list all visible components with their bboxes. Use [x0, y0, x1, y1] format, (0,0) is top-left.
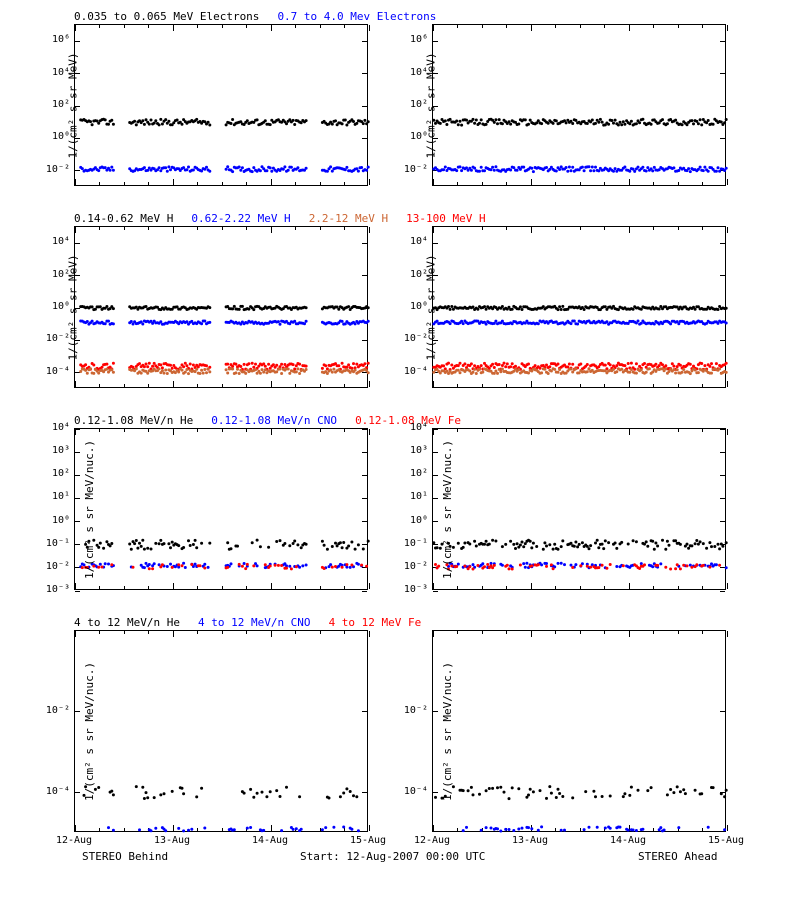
y-tick-label: 10⁻² [398, 164, 428, 175]
y-tick-label: 10³ [398, 445, 428, 456]
panel-0-left [74, 24, 368, 186]
y-tick-label: 10⁻² [398, 333, 428, 344]
figure: 0.035 to 0.065 MeV Electrons 0.7 to 4.0 M… [0, 0, 800, 900]
y-tick-label: 10⁴ [40, 67, 70, 78]
series-title: 0.14-0.62 MeV H [74, 212, 173, 225]
series-title: 0.62-2.22 MeV H [191, 212, 290, 225]
x-tick-label: 12-Aug [407, 835, 457, 846]
y-tick-label: 10⁻⁴ [398, 366, 428, 377]
series-title: 0.12-1.08 MeV/n He [74, 414, 193, 427]
y-tick-label: 10⁻¹ [40, 538, 70, 549]
y-tick-label: 10⁻³ [398, 584, 428, 595]
y-tick-label: 10² [398, 269, 428, 280]
y-tick-label: 10¹ [398, 491, 428, 502]
y-tick-label: 10⁰ [398, 515, 428, 526]
y-axis-label: 1/(cm² s sr MeV/nuc.) [441, 662, 454, 801]
y-tick-label: 10⁰ [398, 131, 428, 142]
y-tick-label: 10³ [40, 445, 70, 456]
y-tick-label: 10² [40, 269, 70, 280]
panel-2-right [432, 428, 726, 590]
x-tick-label: 14-Aug [245, 835, 295, 846]
y-tick-label: 10² [398, 99, 428, 110]
series-title: 2.2-12 MeV H [309, 212, 388, 225]
label-start-time: Start: 12-Aug-2007 00:00 UTC [300, 850, 485, 863]
y-tick-label: 10² [40, 468, 70, 479]
y-tick-label: 10⁰ [40, 301, 70, 312]
x-tick-label: 12-Aug [49, 835, 99, 846]
panel-3-left [74, 630, 368, 832]
y-tick-label: 10⁴ [40, 236, 70, 247]
y-tick-label: 10⁶ [398, 34, 428, 45]
y-tick-label: 10⁰ [40, 131, 70, 142]
label-stereo-behind: STEREO Behind [82, 850, 168, 863]
row-title-3: 4 to 12 MeV/n He 4 to 12 MeV/n CNO 4 to 12… [74, 616, 439, 629]
y-tick-label: 10⁴ [40, 422, 70, 433]
panel-0-right [432, 24, 726, 186]
y-tick-label: 10⁻² [40, 561, 70, 572]
x-tick-label: 14-Aug [603, 835, 653, 846]
y-tick-label: 10⁴ [398, 67, 428, 78]
x-tick-label: 13-Aug [505, 835, 555, 846]
y-axis-label: 1/(cm² s sr MeV/nuc.) [441, 440, 454, 579]
y-tick-label: 10⁻² [40, 705, 70, 716]
series-title: 0.12-1.08 MeV/n CNO [211, 414, 337, 427]
series-title: 0.7 to 4.0 Mev Electrons [277, 10, 436, 23]
x-tick-label: 15-Aug [343, 835, 393, 846]
y-tick-label: 10⁰ [398, 301, 428, 312]
panel-2-left [74, 428, 368, 590]
y-tick-label: 10⁻² [40, 333, 70, 344]
series-title: 4 to 12 MeV Fe [329, 616, 422, 629]
y-tick-label: 10⁻² [398, 705, 428, 716]
row-title-1: 0.14-0.62 MeV H 0.62-2.22 MeV H 2.2-12 MeV… [74, 212, 504, 225]
y-tick-label: 10⁻⁴ [40, 786, 70, 797]
y-tick-label: 10⁻⁴ [40, 366, 70, 377]
series-title: 4 to 12 MeV/n CNO [198, 616, 311, 629]
y-tick-label: 10⁰ [40, 515, 70, 526]
series-title: 13-100 MeV H [406, 212, 485, 225]
y-tick-label: 10⁴ [398, 422, 428, 433]
y-tick-label: 10⁻⁴ [398, 786, 428, 797]
row-title-0: 0.035 to 0.065 MeV Electrons 0.7 to 4.0 M… [74, 10, 454, 23]
series-title: 4 to 12 MeV/n He [74, 616, 180, 629]
panel-3-right [432, 630, 726, 832]
y-axis-label: 1/(cm² s sr MeV/nuc.) [83, 662, 96, 801]
label-stereo-ahead: STEREO Ahead [638, 850, 717, 863]
x-tick-label: 13-Aug [147, 835, 197, 846]
panel-1-right [432, 226, 726, 388]
y-tick-label: 10⁻² [40, 164, 70, 175]
y-tick-label: 10⁻¹ [398, 538, 428, 549]
y-tick-label: 10¹ [40, 491, 70, 502]
y-tick-label: 10⁻² [398, 561, 428, 572]
series-title: 0.035 to 0.065 MeV Electrons [74, 10, 259, 23]
panel-1-left [74, 226, 368, 388]
y-tick-label: 10² [398, 468, 428, 479]
y-tick-label: 10⁴ [398, 236, 428, 247]
x-tick-label: 15-Aug [701, 835, 751, 846]
y-axis-label: 1/(cm² s sr MeV/nuc.) [83, 440, 96, 579]
y-tick-label: 10⁻³ [40, 584, 70, 595]
y-tick-label: 10² [40, 99, 70, 110]
y-tick-label: 10⁶ [40, 34, 70, 45]
